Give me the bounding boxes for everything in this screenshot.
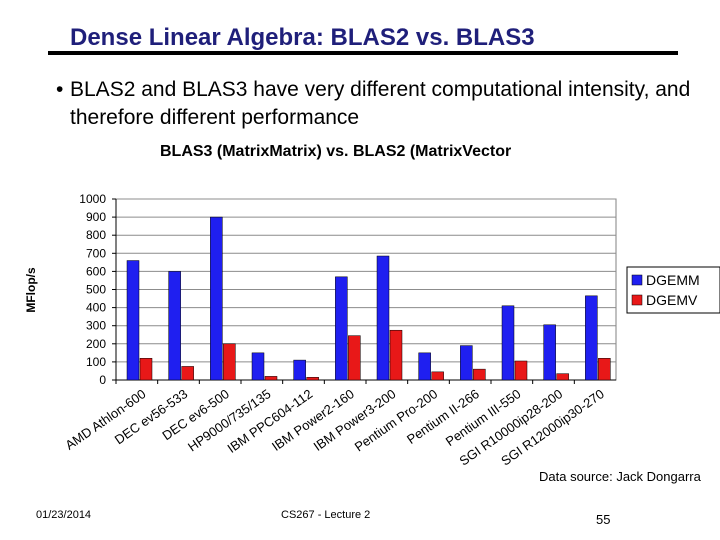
bar-dgemv xyxy=(598,358,611,381)
y-tick-label: 100 xyxy=(86,355,106,369)
bar-dgemv xyxy=(348,335,361,381)
legend-label-dgemv: DGEMV xyxy=(646,292,698,308)
chart-title: BLAS3 (MatrixMatrix) vs. BLAS2 (MatrixVe… xyxy=(160,143,512,160)
bar-dgemm xyxy=(460,345,473,381)
bar-dgemm xyxy=(168,271,181,381)
bullet-dot: • xyxy=(56,78,64,101)
bullet-text: BLAS2 and BLAS3 have very different comp… xyxy=(70,78,691,129)
y-tick-label: 200 xyxy=(86,337,106,351)
bar-dgemv xyxy=(181,366,194,381)
bar-dgemm xyxy=(585,295,598,381)
y-tick-label: 1000 xyxy=(79,192,106,206)
y-tick-label: 300 xyxy=(86,319,106,333)
y-tick-label: 500 xyxy=(86,283,106,297)
bar-dgemv xyxy=(473,368,486,381)
footer-page-number: 55 xyxy=(596,512,611,527)
title-underline xyxy=(48,51,678,55)
y-tick-label: 600 xyxy=(86,264,106,278)
bar-dgemm xyxy=(543,324,556,381)
bar-dgemv xyxy=(306,377,319,381)
y-tick-label: 400 xyxy=(86,301,106,315)
legend-box xyxy=(626,266,720,314)
bar-dgemm xyxy=(501,305,515,381)
bar-dgemm xyxy=(335,276,348,381)
bar-dgemm xyxy=(210,216,223,381)
bar-dgemv xyxy=(556,373,569,381)
bar-dgemm xyxy=(418,352,431,381)
bar-dgemm xyxy=(126,260,140,381)
bar-dgemm xyxy=(376,255,390,381)
bar-dgemv xyxy=(264,376,278,381)
bar-dgemv xyxy=(431,371,444,381)
data-source-note: Data source: Jack Dongarra xyxy=(539,469,701,484)
footer-course: CS267 - Lecture 2 xyxy=(281,509,371,521)
bar-dgemm xyxy=(293,359,306,381)
bar-dgemv xyxy=(223,343,236,381)
bar-dgemv xyxy=(389,329,403,381)
y-tick-label: 0 xyxy=(99,373,106,387)
y-axis-label: MFlop/s xyxy=(24,267,38,313)
legend-swatch-dgemm xyxy=(631,274,643,286)
legend-label-dgemm: DGEMM xyxy=(646,272,700,288)
footer-date: 01/23/2014 xyxy=(36,509,92,521)
bullet-point: • BLAS2 and BLAS3 have very different co… xyxy=(56,76,696,132)
bar-dgemm xyxy=(251,352,265,381)
y-tick-label: 800 xyxy=(86,228,106,242)
y-tick-label: 700 xyxy=(86,246,106,260)
bar-dgemv xyxy=(514,360,528,381)
slide-title: Dense Linear Algebra: BLAS2 vs. BLAS3 xyxy=(70,24,535,51)
legend-swatch-dgemv xyxy=(631,294,643,306)
y-tick-label: 900 xyxy=(86,210,106,224)
bar-dgemv xyxy=(139,358,153,381)
